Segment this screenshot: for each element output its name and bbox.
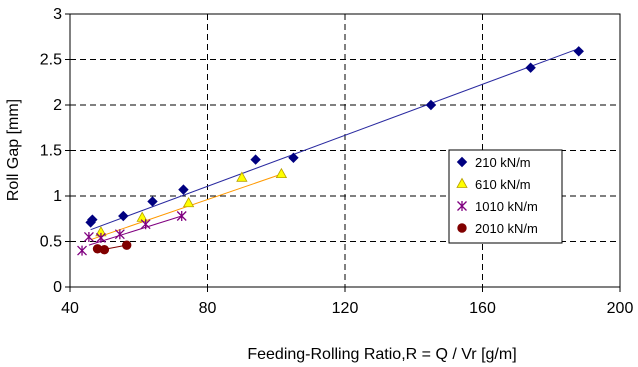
- tick-layer: 40 80 120 160 200 0 0.5 1 1.5 2 2.5 3: [40, 6, 634, 317]
- y-axis-title: Roll Gap [mm]: [5, 99, 22, 201]
- data-point-series-3: [176, 211, 187, 222]
- legend-marker-series-4: [457, 223, 467, 233]
- legend-label-series-4: 2010 kN/m: [475, 221, 538, 236]
- x-tick-label: 200: [607, 300, 634, 317]
- x-tick-label: 160: [469, 300, 496, 317]
- data-point-series-1: [87, 214, 98, 225]
- data-point-series-3: [95, 232, 106, 243]
- y-tick-label: 3: [53, 6, 62, 23]
- y-tick-label: 2.5: [40, 52, 62, 69]
- y-tick-label: 1: [53, 188, 62, 205]
- legend-marker-series-3: [457, 201, 467, 211]
- data-point-series-2: [182, 196, 195, 208]
- data-point-series-1: [147, 196, 158, 207]
- legend-marker-series-1: [456, 156, 468, 168]
- data-point-series-3: [114, 229, 125, 240]
- data-point-series-1: [250, 154, 261, 165]
- data-point-series-4: [122, 240, 132, 250]
- y-tick-label: 1.5: [40, 143, 62, 160]
- trendline-series-3: [88, 215, 182, 246]
- y-tick-label: 2: [53, 97, 62, 114]
- data-point-series-1: [425, 99, 437, 111]
- data-point-series-2: [275, 167, 288, 179]
- x-tick-label: 120: [332, 300, 359, 317]
- y-tick-label: 0: [53, 279, 62, 296]
- data-point-series-3: [83, 231, 94, 242]
- legend-label-series-3: 1010 kN/m: [475, 199, 538, 214]
- legend: 210 kN/m 610 kN/m 1010 kN/m 2010 kN/m: [448, 149, 563, 244]
- legend-label-series-1: 210 kN/m: [475, 155, 531, 170]
- legend-box: [448, 149, 563, 244]
- legend-label-series-2: 610 kN/m: [475, 177, 531, 192]
- data-point-series-1: [288, 152, 299, 163]
- y-tick-label: 0.5: [40, 234, 62, 251]
- data-point-series-2: [236, 171, 248, 182]
- grid-layer: [70, 14, 620, 287]
- data-point-series-1: [525, 62, 536, 73]
- trendline-series-1: [90, 48, 579, 231]
- data-point-series-3: [140, 219, 151, 230]
- data-point-series-1: [573, 46, 584, 57]
- x-axis-title: Feeding-Rolling Ratio,R = Q / Vr [g/m]: [247, 346, 516, 363]
- x-tick-label: 80: [199, 300, 217, 317]
- data-point-series-4: [99, 244, 110, 255]
- data-point-series-1: [118, 210, 129, 222]
- legend-marker-series-2: [456, 177, 468, 188]
- point-layer: [77, 46, 584, 256]
- data-point-series-1: [178, 184, 189, 195]
- x-tick-label: 40: [61, 300, 79, 317]
- data-point-series-3: [77, 245, 87, 256]
